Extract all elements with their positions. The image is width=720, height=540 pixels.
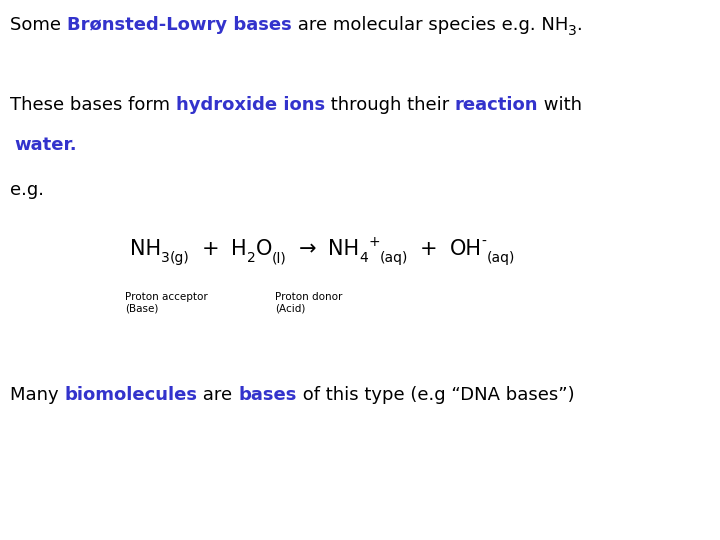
Text: (l): (l) <box>272 251 287 265</box>
Text: -: - <box>482 235 487 249</box>
Text: 2: 2 <box>247 251 256 265</box>
Text: OH: OH <box>450 239 482 259</box>
Text: 3: 3 <box>568 24 577 38</box>
Text: +: + <box>368 235 379 249</box>
Text: →: → <box>299 239 316 259</box>
Text: biomolecules: biomolecules <box>64 386 197 404</box>
Text: H: H <box>231 239 247 259</box>
Text: Proton acceptor
(Base): Proton acceptor (Base) <box>125 292 208 314</box>
Text: bases: bases <box>238 386 297 404</box>
Text: Many: Many <box>10 386 64 404</box>
Text: reaction: reaction <box>455 96 539 114</box>
Text: 3: 3 <box>161 251 170 265</box>
Text: Some: Some <box>10 16 67 34</box>
Text: with: with <box>539 96 582 114</box>
Text: (g): (g) <box>170 251 189 265</box>
Text: water.: water. <box>14 136 76 154</box>
Text: are: are <box>197 386 238 404</box>
Text: (aq): (aq) <box>487 251 515 265</box>
Text: hydroxide ions: hydroxide ions <box>176 96 325 114</box>
Text: NH: NH <box>328 239 359 259</box>
Text: (aq): (aq) <box>379 251 408 265</box>
Text: Proton donor
(Acid): Proton donor (Acid) <box>275 292 343 314</box>
Text: +: + <box>420 239 438 259</box>
Text: These bases form: These bases form <box>10 96 176 114</box>
Text: are molecular species e.g. NH: are molecular species e.g. NH <box>292 16 568 34</box>
Text: 4: 4 <box>359 251 368 265</box>
Text: .: . <box>577 16 582 34</box>
Text: NH: NH <box>130 239 161 259</box>
Text: e.g.: e.g. <box>10 181 44 199</box>
Text: O: O <box>256 239 272 259</box>
Text: through their: through their <box>325 96 455 114</box>
Text: Brønsted-Lowry bases: Brønsted-Lowry bases <box>67 16 292 34</box>
Text: +: + <box>202 239 220 259</box>
Text: of this type (e.g “DNA bases”): of this type (e.g “DNA bases”) <box>297 386 575 404</box>
